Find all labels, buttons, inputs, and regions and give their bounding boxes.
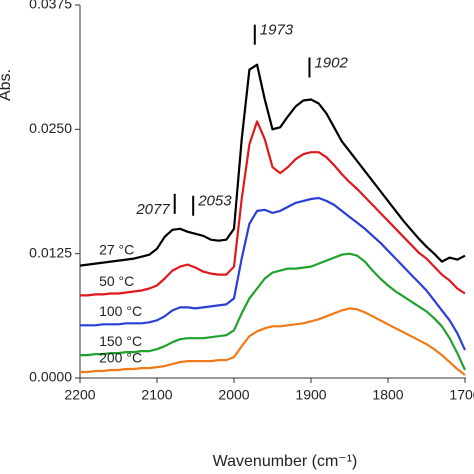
spectrum-line (80, 120, 466, 297)
x-tick-label: 1700 (449, 387, 474, 403)
spectrum-line (80, 196, 467, 351)
series-label: 27 °C (99, 241, 134, 257)
series-label: 50 °C (99, 273, 134, 289)
x-axis-label: Wavenumber (cm⁻¹) (213, 453, 358, 470)
annotation-label: 1902 (314, 54, 348, 71)
annotation-label: 1973 (260, 22, 294, 39)
x-tick-label: 2000 (218, 387, 249, 403)
spectrum-line (79, 63, 466, 267)
y-tick-label: 0.0125 (29, 244, 72, 260)
series-label: 100 °C (99, 303, 142, 319)
y-tick-label: 0.0250 (29, 120, 72, 136)
x-tick-label: 1800 (372, 387, 403, 403)
spectrum-line (80, 307, 466, 376)
series-label: 150 °C (99, 333, 142, 349)
series-label: 200 °C (99, 350, 142, 366)
y-tick-label: 0.0375 (29, 0, 72, 12)
annotation-label: 2077 (135, 201, 170, 218)
y-axis-label: Abs. (0, 69, 14, 101)
x-tick-label: 1900 (295, 387, 326, 403)
spectrum-line (80, 252, 467, 371)
x-tick-label: 2200 (64, 387, 95, 403)
y-tick-label: 0.0000 (29, 369, 72, 385)
x-tick-label: 2100 (141, 387, 172, 403)
annotation-label: 2053 (197, 193, 232, 210)
